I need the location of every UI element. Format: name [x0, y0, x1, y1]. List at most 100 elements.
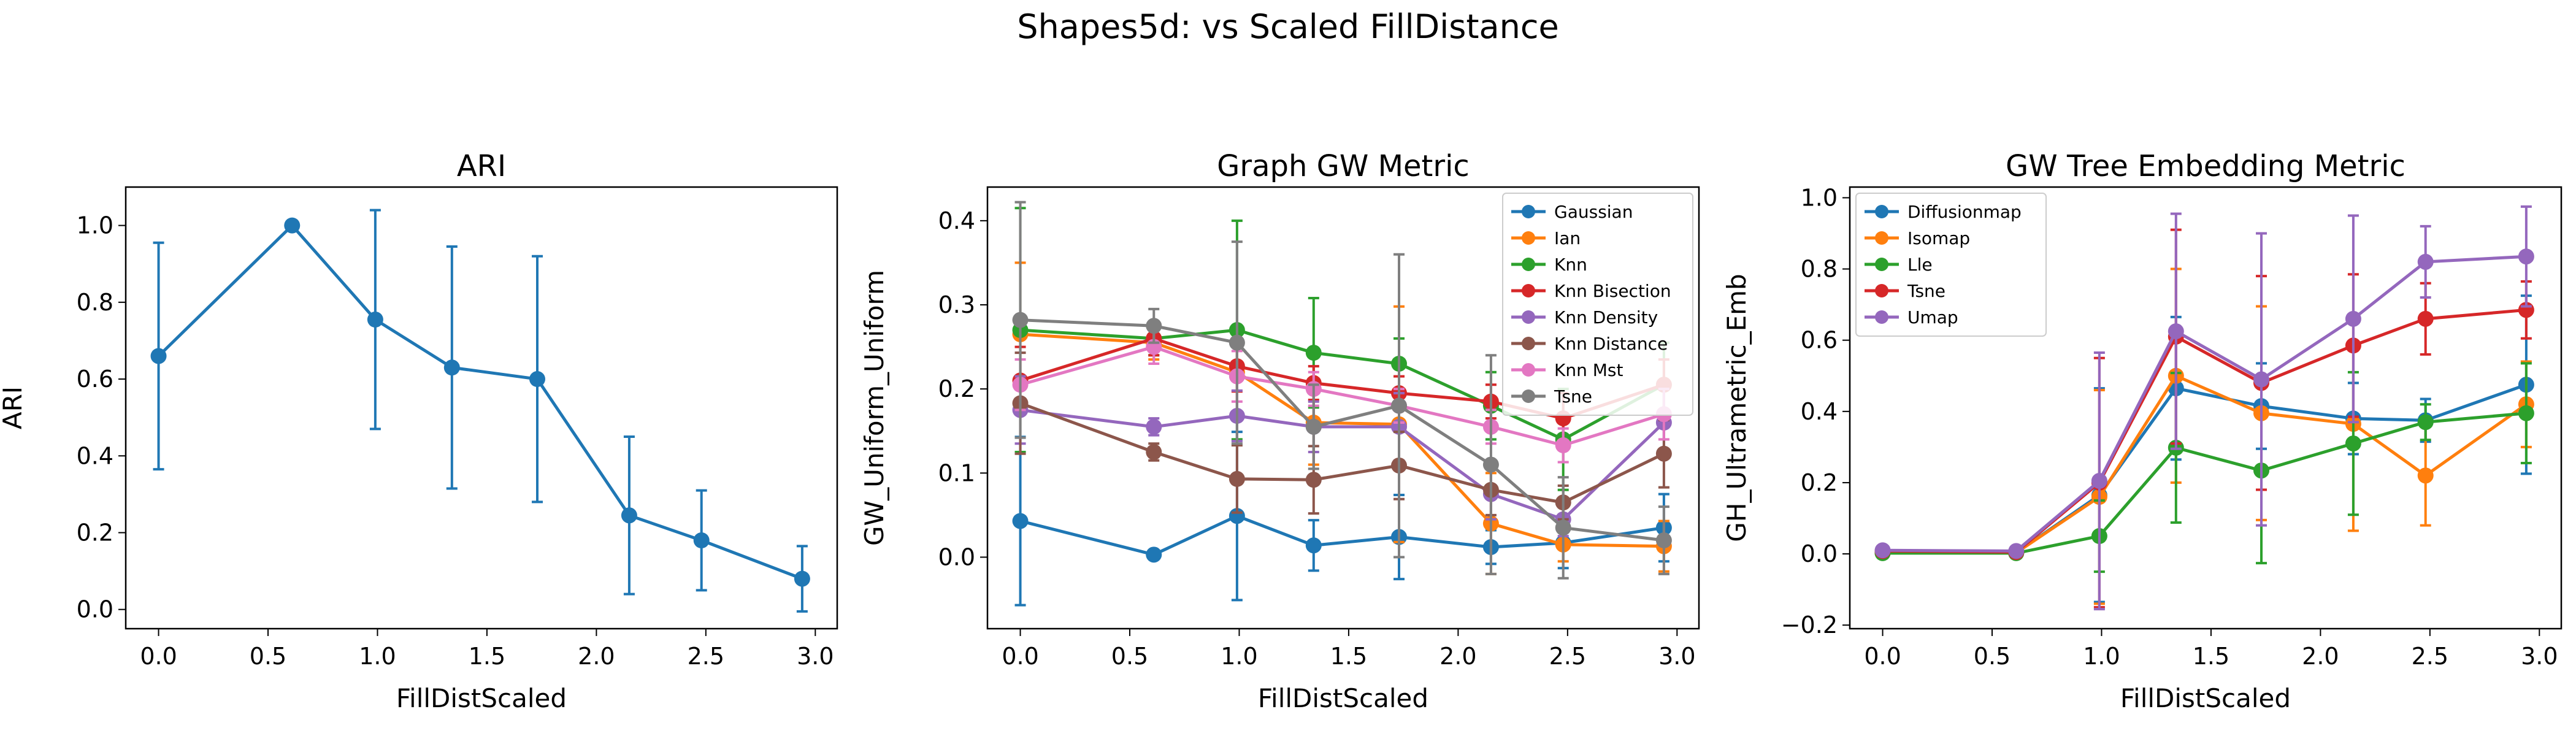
y-tick-label: 1.0	[1801, 184, 1838, 211]
legend-item: Knn Distance	[1511, 334, 1668, 354]
x-tick-label: 1.5	[2193, 643, 2229, 670]
axes-frame	[1849, 186, 2563, 630]
x-tick-label: 0.0	[1864, 643, 1901, 670]
legend-item: Knn	[1511, 255, 1587, 275]
data-point	[1482, 456, 1499, 473]
y-tick-label: 0.0	[938, 543, 975, 570]
y-tick-label: 0.4	[1801, 398, 1838, 425]
y-tick-label: 0.1	[938, 459, 975, 486]
legend-item: Knn Bisection	[1511, 281, 1671, 301]
legend-marker	[1522, 363, 1535, 377]
data-point	[1305, 418, 1322, 435]
y-tick-label: 0.3	[938, 291, 975, 318]
data-point	[367, 312, 383, 328]
data-point	[1391, 397, 1408, 414]
y-tick-label: 0.6	[1801, 327, 1838, 354]
data-point	[1146, 418, 1162, 435]
series-line	[1019, 402, 1665, 504]
panels: ARI FillDistScaled ARI 0.0 0.5 1.0 1.5 2.0 2.5 3.…	[0, 149, 2563, 713]
legend-item: Tsne	[1865, 281, 1945, 301]
x-axis-label: FillDistScaled	[396, 683, 567, 713]
data-point	[1555, 519, 1571, 536]
data-point	[2518, 405, 2534, 421]
x-tick-label: 2.5	[2412, 643, 2448, 670]
x-tick-label: 0.5	[250, 643, 286, 670]
series-line	[1882, 255, 2527, 553]
data-point	[1655, 532, 1672, 548]
legend-marker	[1522, 258, 1535, 271]
x-tick-label: 0.0	[140, 643, 177, 670]
legend-marker	[1875, 310, 1888, 324]
data-point	[2168, 323, 2184, 340]
legend-item: Knn Density	[1511, 307, 1658, 328]
legend-box	[1502, 193, 1693, 416]
y-tick-label: 0.0	[77, 596, 113, 623]
legend-marker	[1522, 389, 1535, 403]
x-tick-label: 2.5	[1549, 643, 1586, 670]
subplot-title: GW Tree Embedding Metric	[2006, 149, 2405, 183]
data-point	[1146, 318, 1162, 334]
legend-marker	[1875, 205, 1888, 218]
data-point	[1229, 470, 1245, 487]
legend-label: Umap	[1907, 307, 1958, 328]
legend-label: Knn	[1554, 255, 1587, 275]
x-tick-label: 2.0	[2302, 643, 2339, 670]
y-tick-label: 0.2	[938, 375, 975, 402]
x-axis-label: FillDistScaled	[2120, 683, 2291, 713]
data-point	[1146, 444, 1162, 460]
subplot-2: Graph GW Metric FillDistScaled GW_Uniform_…	[859, 149, 1700, 713]
data-point	[1874, 542, 1891, 559]
data-point	[150, 348, 167, 364]
data-point	[1655, 445, 1672, 462]
legend-marker	[1875, 231, 1888, 245]
series-line	[1019, 345, 1665, 447]
data-point	[2253, 371, 2270, 388]
data-point	[1305, 472, 1322, 488]
legend-marker	[1522, 337, 1535, 350]
legend-item: Diffusionmap	[1865, 202, 2022, 222]
axes-frame	[986, 186, 1700, 630]
y-axis-label: GW_Uniform_Uniform	[859, 270, 889, 546]
legend-label: Lle	[1907, 255, 1933, 275]
legend-marker	[1875, 284, 1888, 297]
series-line	[1019, 514, 1665, 556]
data-point	[2417, 310, 2434, 327]
y-tick-label: 0.4	[938, 207, 975, 234]
series-tsne	[1012, 201, 1672, 580]
y-tick-label: 0.2	[77, 519, 113, 546]
legend-item: Tsne	[1511, 386, 1592, 407]
series-knn-distance	[1012, 351, 1672, 521]
legend: Gaussian Ian Knn Knn Bisection Knn Density Kn…	[1502, 193, 1693, 416]
x-tick-label: 1.0	[2083, 643, 2120, 670]
data-point	[529, 371, 546, 388]
legend-label: Diffusionmap	[1907, 202, 2022, 222]
series-line	[1020, 408, 1665, 521]
legend: Diffusionmap Isomap Lle Tsne Umap	[1855, 193, 2047, 337]
x-tick-label: 1.0	[1221, 643, 1257, 670]
x-tick-label: 0.5	[1111, 643, 1148, 670]
legend-item: Ian	[1511, 228, 1581, 248]
series-umap	[1874, 205, 2534, 611]
x-tick-label: 0.0	[1002, 643, 1038, 670]
legend-marker	[1522, 205, 1535, 218]
data-point	[1012, 513, 1029, 529]
legend-label: Knn Bisection	[1554, 281, 1671, 301]
y-tick-label: 0.6	[77, 366, 113, 393]
series-line	[1882, 412, 2527, 555]
y-tick-label: 0.4	[77, 442, 113, 469]
subplot-1: ARI FillDistScaled ARI 0.0 0.5 1.0 1.5 2.0 2.5 3.…	[0, 149, 838, 713]
series-line	[1882, 374, 2528, 554]
data-point	[621, 507, 637, 524]
data-point	[1012, 312, 1029, 328]
legend-item: Umap	[1865, 307, 1958, 328]
legend-label: Knn Density	[1554, 307, 1658, 328]
data-point	[794, 570, 810, 587]
series-line	[157, 224, 803, 580]
data-point	[2518, 248, 2534, 265]
legend-item: Lle	[1865, 255, 1933, 275]
axes-frame	[125, 186, 838, 630]
data-point	[1146, 546, 1162, 563]
legend-marker	[1522, 231, 1535, 245]
